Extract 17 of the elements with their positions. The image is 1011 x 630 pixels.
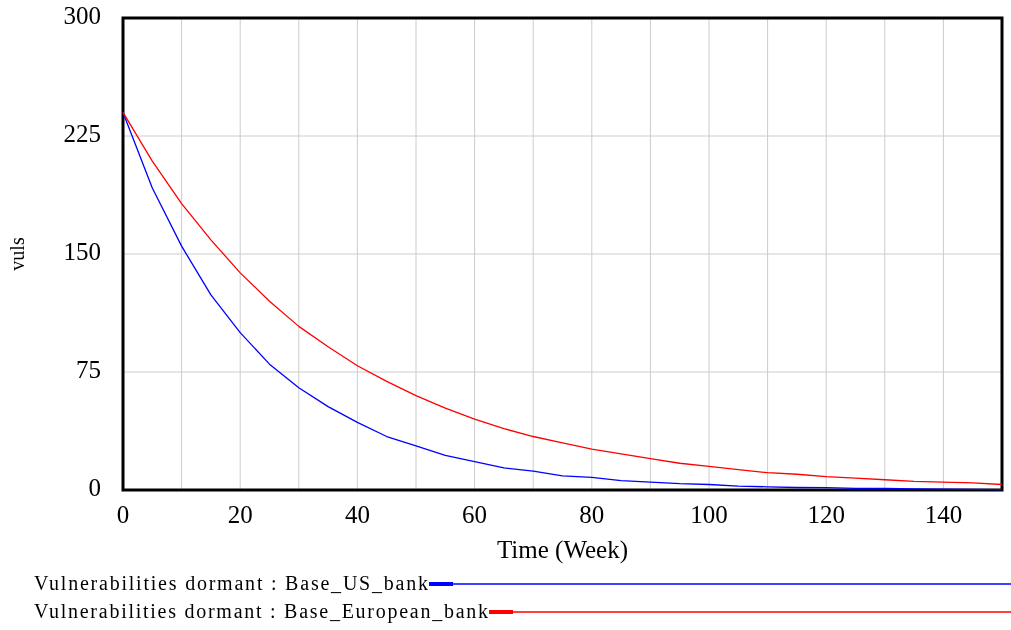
x-tick-label: 140: [924, 501, 963, 528]
x-tick-label: 120: [807, 501, 845, 528]
x-tick-label: 20: [227, 501, 253, 528]
x-tick-label: 60: [462, 501, 488, 528]
y-tick-label: 150: [63, 237, 101, 265]
x-tick-label: 80: [579, 501, 605, 528]
y-axis-title: vuls: [6, 237, 28, 271]
x-tick-label: 100: [690, 501, 728, 528]
y-tick-label: 0: [88, 473, 101, 501]
y-tick-label: 300: [63, 1, 101, 29]
legend-label: Vulnerabilities dormant : Base_European_bank: [34, 600, 488, 623]
y-tick-label: 75: [76, 355, 101, 383]
x-tick-label: 40: [344, 501, 370, 528]
y-tick-label: 225: [63, 119, 101, 147]
x-tick-label: 0: [116, 501, 130, 528]
legend-label: Vulnerabilities dormant : Base_US_bank: [34, 572, 428, 594]
x-axis-title: Time (Week): [496, 536, 629, 564]
